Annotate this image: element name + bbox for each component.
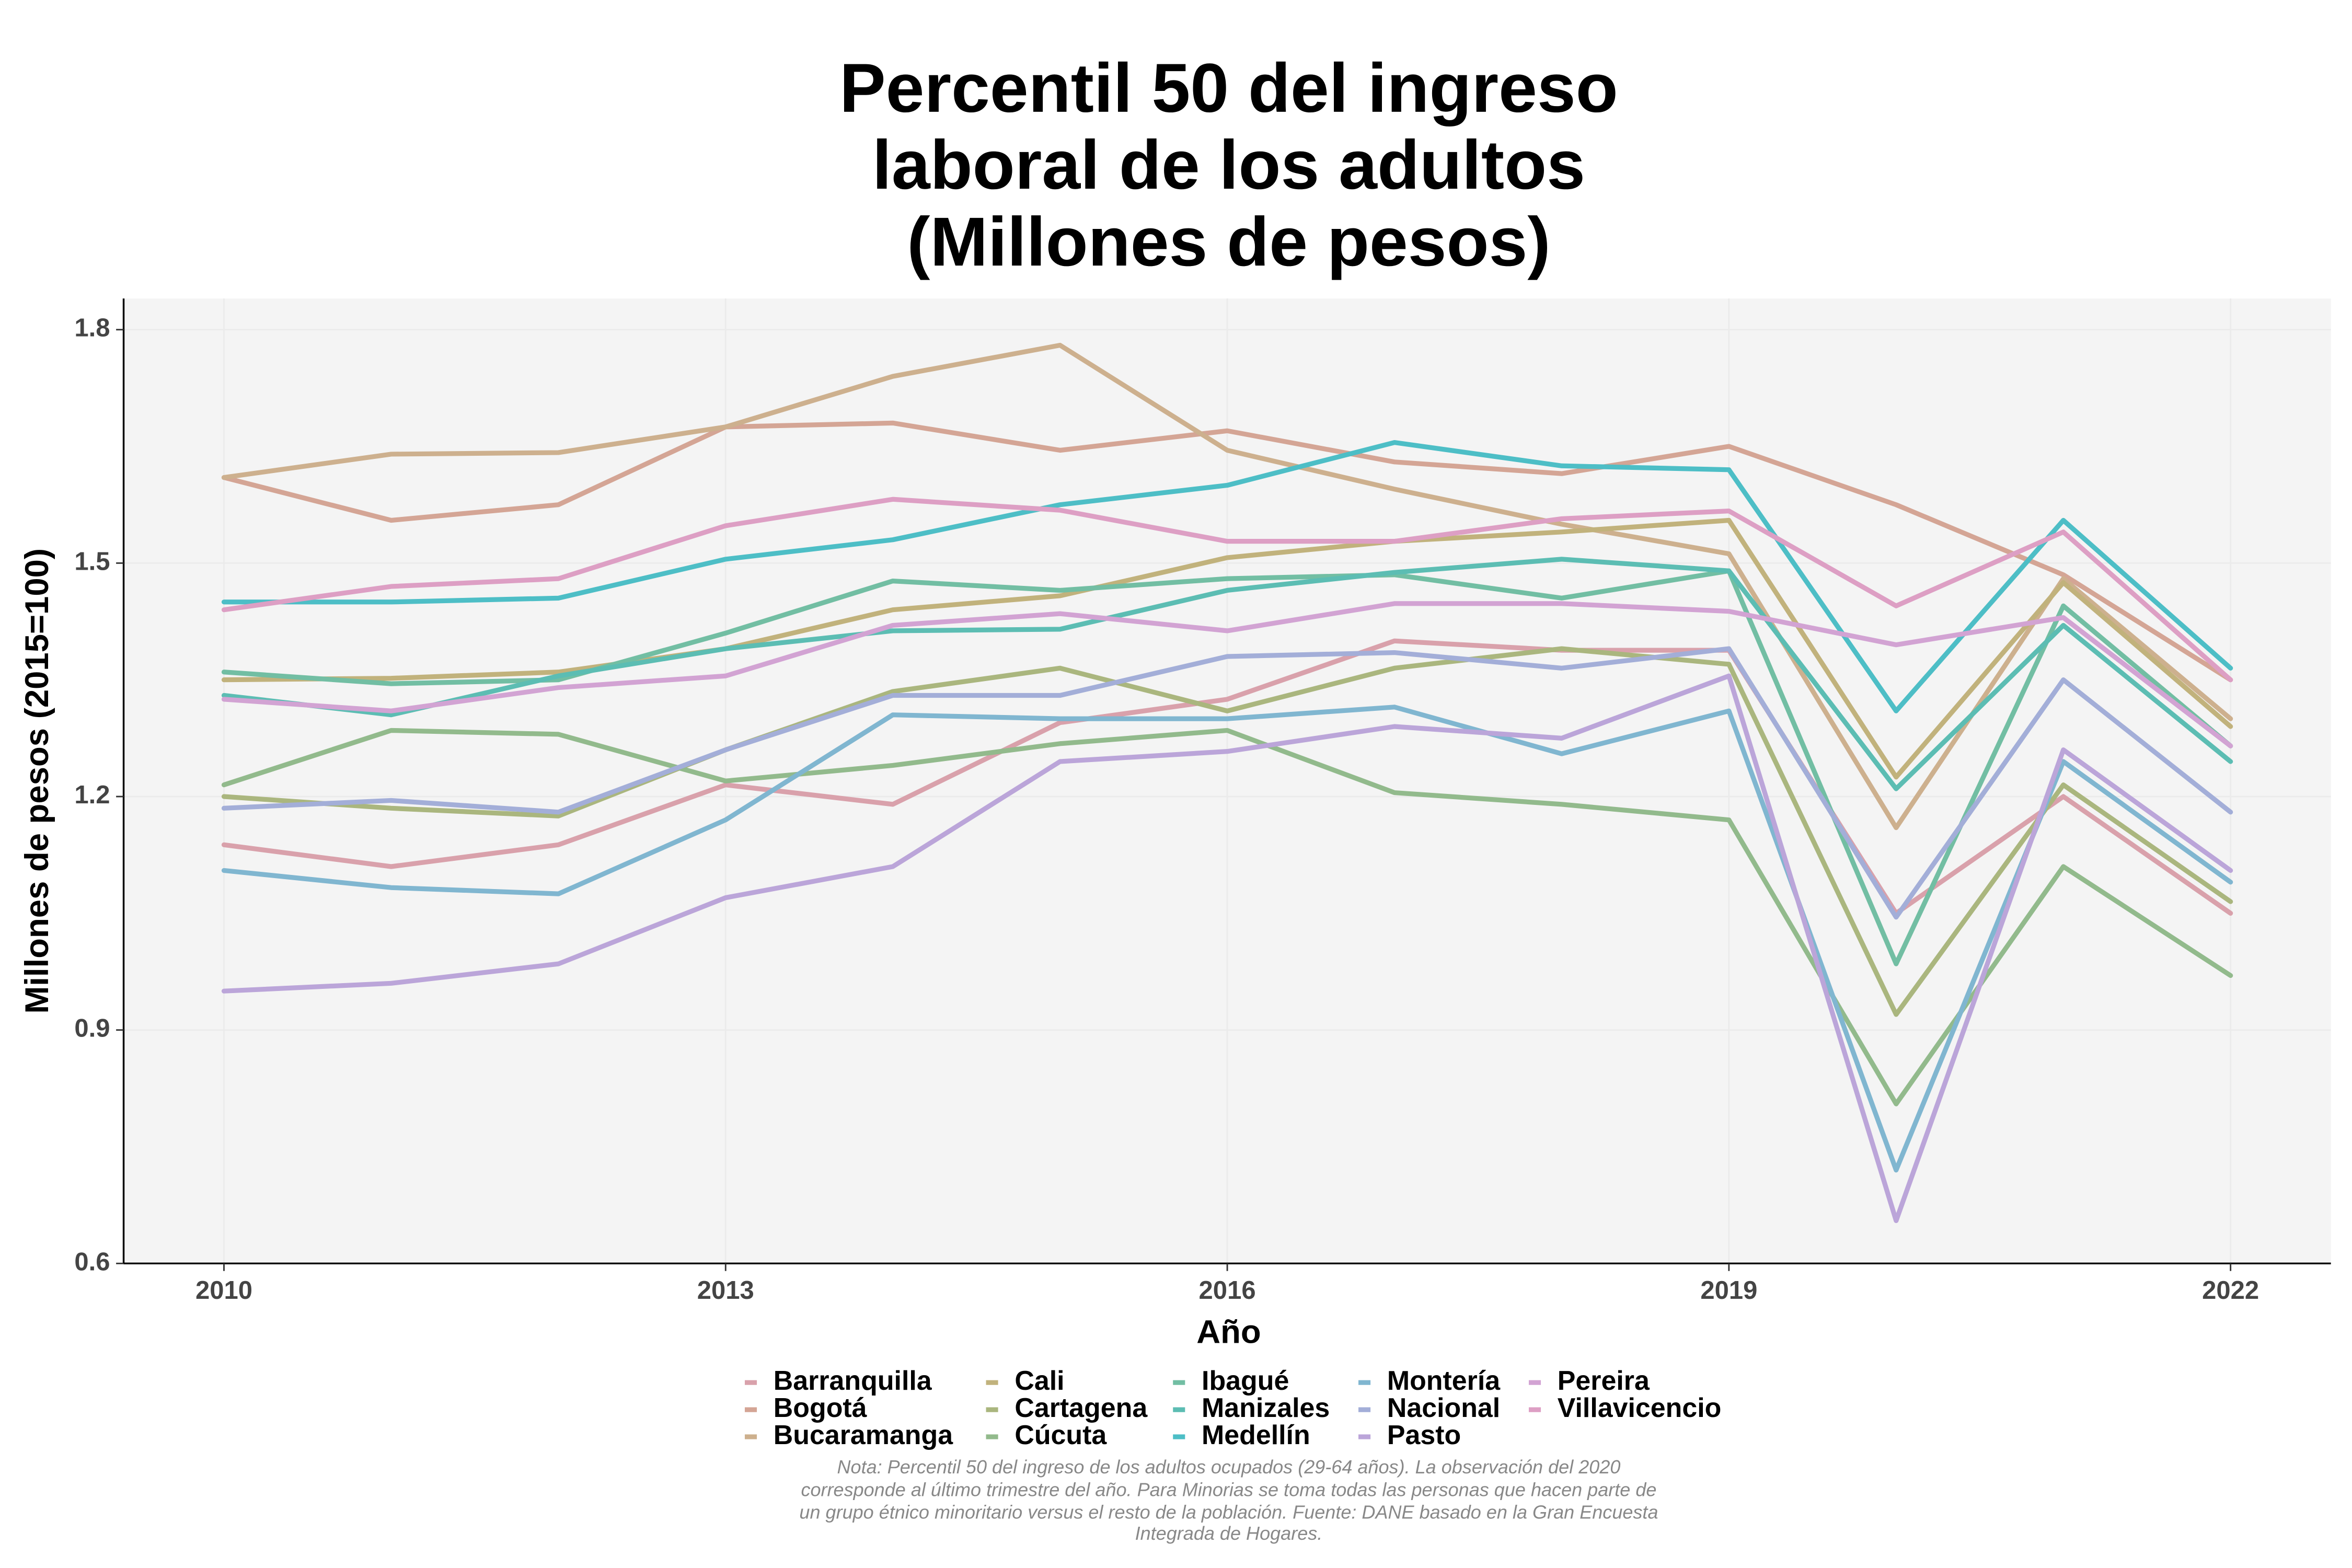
x-tick-label: 2019 xyxy=(1700,1276,1757,1305)
ticks: 0.6 0.9 1.2 1.5 1.8 2010 2013 2016 2019 2022 xyxy=(74,314,2259,1305)
series-line xyxy=(221,342,2233,831)
legend-label: Cartagena xyxy=(1014,1393,1148,1423)
series-line xyxy=(221,440,2233,713)
chart-title: laboral de los adultos xyxy=(872,126,1585,204)
x-tick-label: 2013 xyxy=(697,1276,754,1305)
series-line xyxy=(221,568,2233,966)
series-line xyxy=(221,705,2233,1173)
series-line xyxy=(221,497,2233,683)
legend-label: Medellín xyxy=(1202,1420,1310,1450)
legend-label: Montería xyxy=(1387,1366,1501,1396)
legend-label: Ibagué xyxy=(1202,1366,1289,1396)
x-tick-label: 2022 xyxy=(2202,1276,2259,1305)
legend-label: Nacional xyxy=(1387,1393,1500,1423)
legend-label: Cali xyxy=(1014,1366,1064,1396)
note: un grupo étnico minoritario versus el re… xyxy=(799,1502,1658,1523)
series-line xyxy=(221,517,2233,780)
legend-label: Bucaramanga xyxy=(774,1420,953,1450)
y-axis-title: Millones de pesos (2015=100) xyxy=(19,548,55,1014)
y-tick-label: 1.5 xyxy=(74,547,110,575)
x-axis-title: Año xyxy=(1196,1314,1261,1351)
series-line xyxy=(221,420,2233,683)
series-line xyxy=(221,673,2233,1224)
legend-label: Manizales xyxy=(1202,1393,1330,1423)
series-line xyxy=(221,601,2233,748)
series-line xyxy=(221,646,2233,920)
legend-label: Pereira xyxy=(1558,1366,1650,1396)
y-tick-label: 0.6 xyxy=(74,1248,110,1276)
note: Nota: Percentil 50 del ingreso de los ad… xyxy=(837,1456,1621,1478)
legend-label: Villavicencio xyxy=(1558,1393,1722,1423)
series-line xyxy=(221,728,2233,1106)
legend-label: Bogotá xyxy=(774,1393,867,1423)
lines xyxy=(221,342,2233,1224)
y-tick-label: 1.8 xyxy=(74,314,110,342)
x-tick-label: 2016 xyxy=(1199,1276,1256,1305)
chart-title: (Millones de pesos) xyxy=(907,203,1550,281)
legend-label: Barranquilla xyxy=(774,1366,932,1396)
note: corresponde al último trimestre del año.… xyxy=(801,1479,1656,1500)
chart-title: Percentil 50 del ingreso xyxy=(839,50,1618,127)
note: Integrada de Hogares. xyxy=(1135,1523,1323,1544)
legend-label: Cúcuta xyxy=(1014,1420,1107,1450)
series-line xyxy=(221,557,2233,791)
y-tick-label: 1.2 xyxy=(74,781,110,809)
x-tick-label: 2010 xyxy=(195,1276,252,1305)
legend-label: Pasto xyxy=(1387,1420,1461,1450)
series-line xyxy=(221,646,2233,1017)
y-tick-label: 0.9 xyxy=(74,1014,110,1043)
